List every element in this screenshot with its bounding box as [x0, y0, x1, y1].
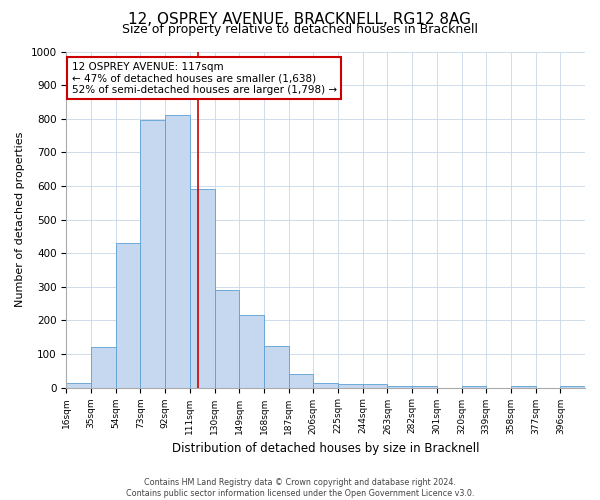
Bar — [313, 382, 338, 388]
X-axis label: Distribution of detached houses by size in Bracknell: Distribution of detached houses by size … — [172, 442, 479, 455]
Bar — [264, 346, 289, 388]
Bar — [140, 120, 165, 388]
Text: Contains HM Land Registry data © Crown copyright and database right 2024.
Contai: Contains HM Land Registry data © Crown c… — [126, 478, 474, 498]
Bar — [239, 316, 264, 388]
Bar — [363, 384, 388, 388]
Bar — [388, 386, 412, 388]
Bar — [511, 386, 536, 388]
Bar — [289, 374, 313, 388]
Text: Size of property relative to detached houses in Bracknell: Size of property relative to detached ho… — [122, 22, 478, 36]
Bar — [338, 384, 363, 388]
Text: 12 OSPREY AVENUE: 117sqm
← 47% of detached houses are smaller (1,638)
52% of sem: 12 OSPREY AVENUE: 117sqm ← 47% of detach… — [71, 62, 337, 95]
Y-axis label: Number of detached properties: Number of detached properties — [15, 132, 25, 307]
Bar — [412, 386, 437, 388]
Bar — [190, 190, 215, 388]
Bar — [116, 243, 140, 388]
Text: 12, OSPREY AVENUE, BRACKNELL, RG12 8AG: 12, OSPREY AVENUE, BRACKNELL, RG12 8AG — [128, 12, 472, 28]
Bar — [91, 347, 116, 388]
Bar — [165, 116, 190, 388]
Bar — [560, 386, 585, 388]
Bar — [67, 382, 91, 388]
Bar — [461, 386, 486, 388]
Bar — [215, 290, 239, 388]
